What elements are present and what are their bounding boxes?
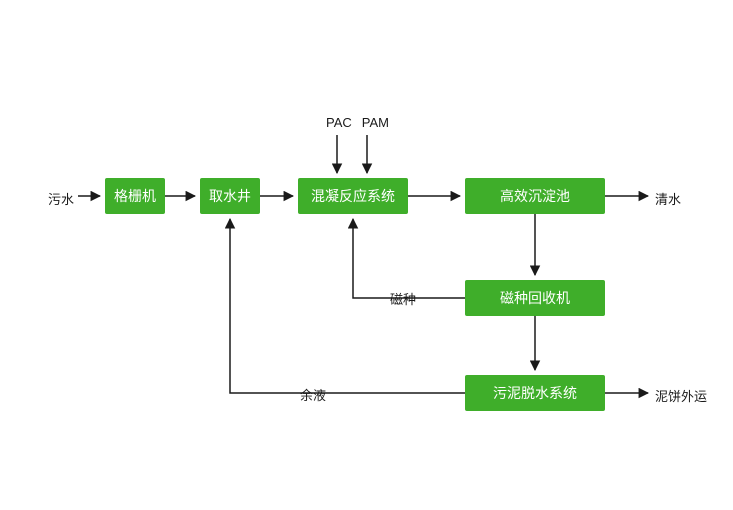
label-l_rem: 余液	[300, 385, 326, 404]
node-n5: 磁种回收机	[465, 280, 605, 316]
node-n3: 混凝反应系统	[298, 178, 408, 214]
label-l_in: 污水	[48, 189, 74, 208]
label-l_seed: 磁种	[390, 289, 416, 308]
top-inputs-group: PAC PAM	[326, 115, 389, 130]
flowchart-container: 格栅机取水井 混凝反应系统 高效沉淀池磁种回收机污泥脱水系统 污水 清水泥饼外运 磁种余…	[0, 0, 733, 510]
edge-e8	[353, 219, 465, 298]
node-n2: 取水井	[200, 178, 260, 214]
top-input-pac: PAC	[326, 115, 352, 130]
edge-e9	[230, 219, 465, 393]
arrows-layer	[0, 0, 733, 510]
top-input-pam: PAM	[362, 115, 389, 130]
node-n4: 高效沉淀池	[465, 178, 605, 214]
label-l_sludge: 泥饼外运	[655, 386, 707, 405]
node-n1: 格栅机	[105, 178, 165, 214]
label-l_out: 清水	[655, 189, 681, 208]
node-n6: 污泥脱水系统	[465, 375, 605, 411]
